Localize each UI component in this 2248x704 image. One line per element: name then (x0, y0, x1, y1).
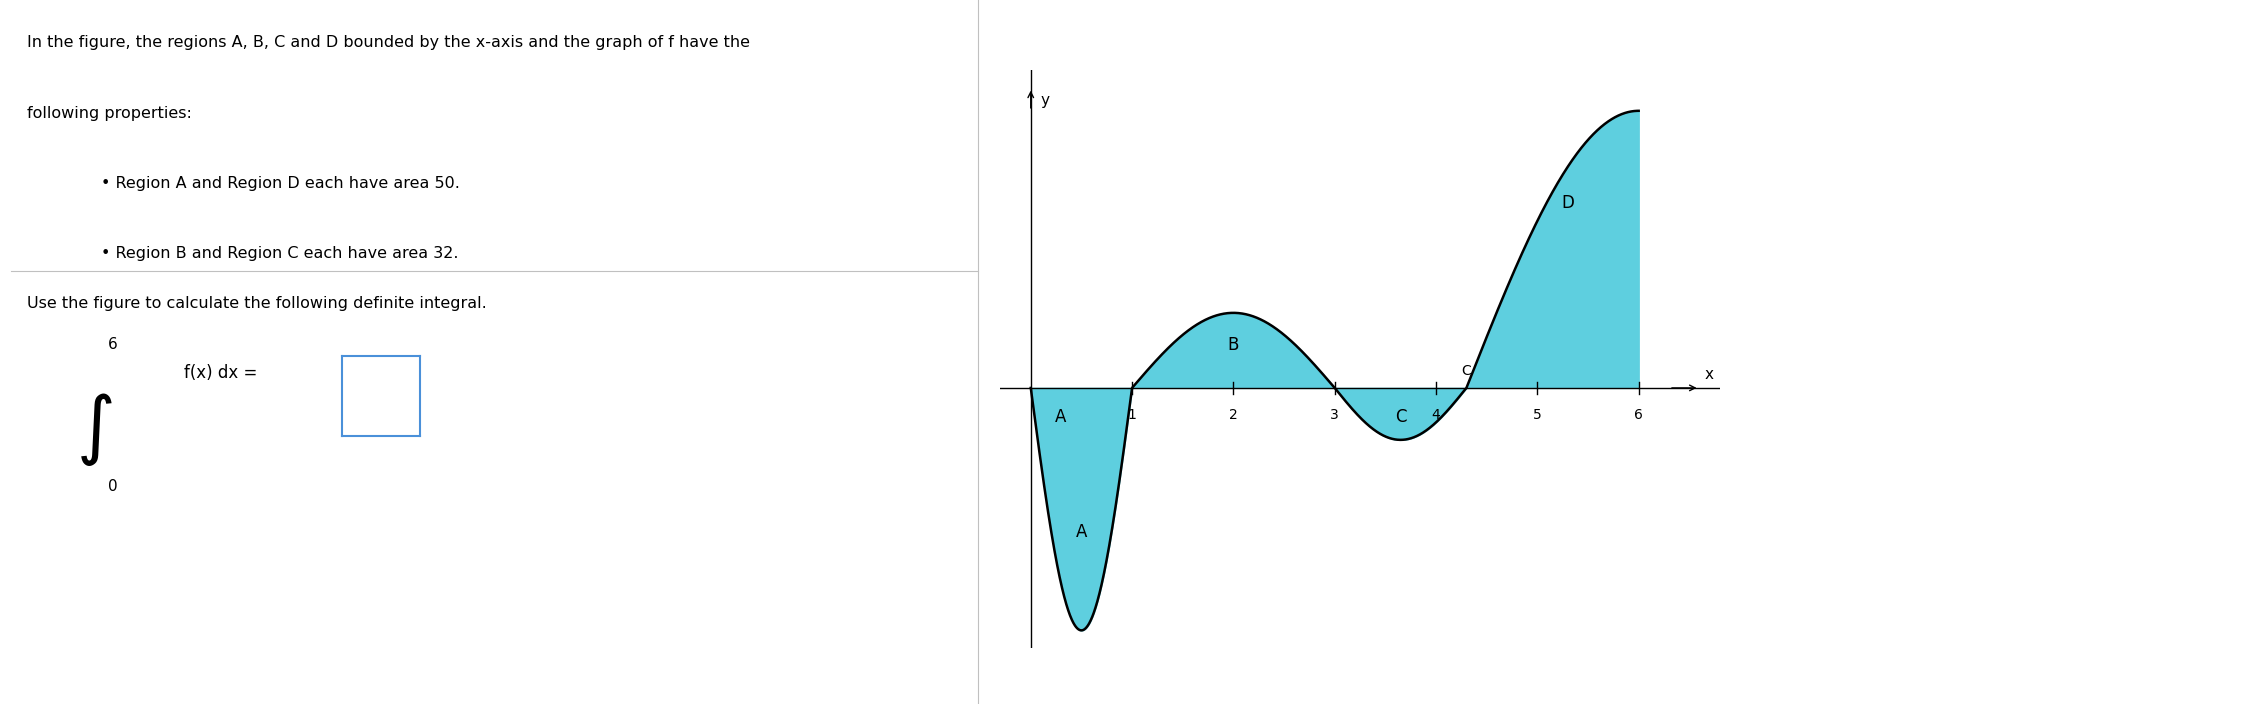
Text: $\int$: $\int$ (76, 391, 112, 468)
Text: 6: 6 (108, 337, 117, 352)
Text: y: y (1041, 94, 1050, 108)
Text: C: C (1461, 363, 1470, 377)
Text: 3: 3 (1331, 408, 1340, 422)
Text: C: C (1394, 408, 1407, 426)
Text: 2: 2 (1230, 408, 1239, 422)
Text: 1: 1 (1128, 408, 1137, 422)
Text: 5: 5 (1533, 408, 1542, 422)
Text: Use the figure to calculate the following definite integral.: Use the figure to calculate the followin… (27, 296, 488, 310)
Text: f(x) dx =: f(x) dx = (184, 364, 259, 382)
Text: D: D (1562, 194, 1574, 212)
Text: • Region A and Region D each have area 50.: • Region A and Region D each have area 5… (101, 176, 461, 191)
Text: 0: 0 (108, 479, 117, 494)
Text: A: A (1077, 523, 1088, 541)
Text: 6: 6 (1634, 408, 1643, 422)
Text: x: x (1704, 367, 1713, 382)
Text: following properties:: following properties: (27, 106, 191, 120)
Text: In the figure, the regions A, B, C and D bounded by the x-axis and the graph of : In the figure, the regions A, B, C and D… (27, 35, 751, 50)
Text: 4: 4 (1432, 408, 1441, 422)
Text: A: A (1054, 408, 1066, 426)
Text: B: B (1227, 336, 1239, 353)
Text: • Region B and Region C each have area 32.: • Region B and Region C each have area 3… (101, 246, 459, 261)
